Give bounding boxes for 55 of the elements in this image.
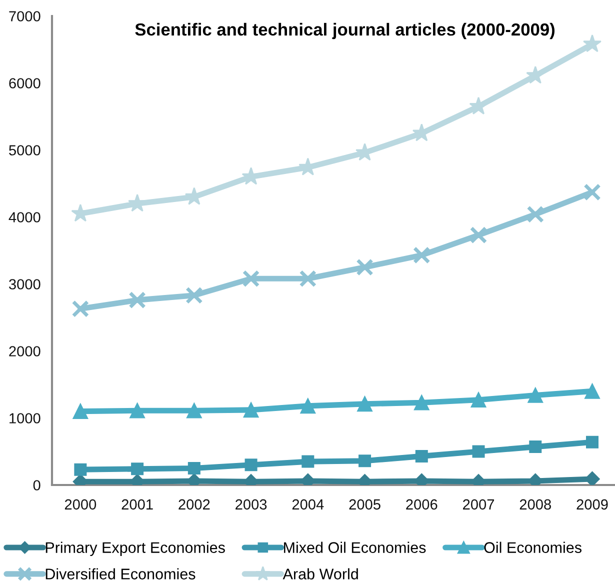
x-tick-label: 2003 bbox=[236, 499, 267, 510]
legend-label: Diversified Economies bbox=[46, 568, 196, 580]
point bbox=[470, 392, 486, 408]
point bbox=[528, 388, 544, 403]
y-tick-label: 1000 bbox=[10, 413, 40, 424]
point bbox=[72, 404, 88, 419]
legend-label: Mixed Oil Economies bbox=[284, 542, 426, 553]
point bbox=[186, 402, 202, 418]
point bbox=[414, 394, 430, 410]
x-tick-label: 2007 bbox=[463, 499, 494, 510]
x-tick-label: 2001 bbox=[122, 499, 153, 510]
x-tick-label: 2006 bbox=[406, 499, 438, 510]
point bbox=[72, 300, 90, 318]
point bbox=[244, 458, 258, 472]
legend-label: Arab World bbox=[282, 568, 358, 580]
point bbox=[185, 286, 203, 304]
point bbox=[412, 246, 430, 264]
point bbox=[357, 396, 372, 412]
legend-label: Primary Export Economies bbox=[46, 542, 225, 556]
x-tick-label: 2005 bbox=[349, 499, 380, 510]
point bbox=[300, 398, 316, 414]
point bbox=[243, 402, 259, 418]
point bbox=[128, 291, 146, 309]
point bbox=[242, 270, 260, 288]
point bbox=[584, 384, 600, 399]
point bbox=[188, 462, 200, 474]
point bbox=[586, 436, 599, 448]
point bbox=[582, 34, 602, 52]
y-tick-label: 2000 bbox=[9, 346, 40, 356]
point bbox=[302, 455, 314, 468]
point bbox=[584, 184, 601, 201]
point bbox=[358, 454, 372, 468]
point bbox=[356, 258, 374, 276]
x-tick-label: 2009 bbox=[576, 499, 608, 510]
legend-label: Oil Economies bbox=[484, 542, 582, 553]
point bbox=[299, 270, 317, 288]
y-tick-label: 6000 bbox=[9, 78, 40, 88]
x-tick-label: 2002 bbox=[178, 499, 210, 510]
y-tick-label: 5000 bbox=[9, 145, 40, 156]
point bbox=[131, 462, 144, 476]
x-tick-label: 2000 bbox=[64, 499, 96, 510]
point bbox=[470, 226, 488, 244]
point bbox=[415, 450, 428, 462]
y-tick-label: 7000 bbox=[9, 11, 40, 22]
point bbox=[526, 206, 544, 223]
x-tick-label: 2008 bbox=[520, 499, 551, 510]
y-tick-label: 4000 bbox=[8, 212, 40, 222]
point bbox=[472, 445, 485, 458]
point bbox=[74, 463, 87, 476]
y-tick-label: 0 bbox=[33, 480, 40, 490]
y-tick-label: 3000 bbox=[9, 279, 40, 290]
chart-title: Scientific and technical journal articles (2000-2009) bbox=[135, 22, 554, 40]
x-tick-label: 2004 bbox=[292, 499, 324, 510]
point bbox=[529, 440, 542, 454]
point bbox=[130, 402, 145, 418]
